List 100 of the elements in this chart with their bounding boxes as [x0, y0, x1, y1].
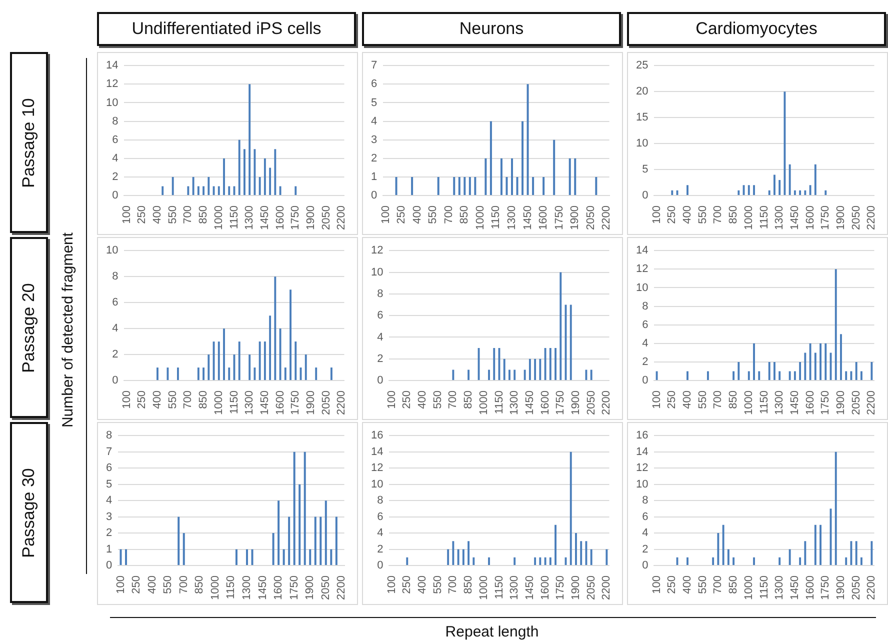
- x-tick-label: 1900: [304, 576, 316, 600]
- x-tick-label: 400: [152, 390, 164, 409]
- x-tick-label: 1450: [256, 576, 269, 600]
- x-tick-label: 1900: [570, 576, 582, 600]
- x-tick-label: 1300: [508, 576, 521, 600]
- bar: [500, 158, 502, 196]
- x-tick-label: 2050: [320, 390, 332, 416]
- x-tick-label: 700: [178, 576, 190, 594]
- y-tick-label: 6: [370, 78, 378, 90]
- y-tick-label: 8: [642, 494, 648, 507]
- x-tick-label: 700: [447, 576, 460, 594]
- x-tick-label: 2050: [584, 206, 597, 230]
- x-tick-label: 100: [386, 390, 398, 409]
- bar: [542, 176, 545, 196]
- x-tick-label: 1600: [539, 576, 552, 600]
- x-tick-label: 700: [712, 576, 724, 594]
- bar: [125, 549, 128, 566]
- x-tick-label: 1300: [244, 206, 256, 230]
- y-tick-label: 0: [106, 560, 112, 572]
- x-tick-label: 2050: [850, 206, 862, 230]
- y-tick-label: 6: [377, 510, 384, 523]
- y-tick-label: 1: [370, 171, 378, 183]
- x-tick-label: 1000: [478, 576, 490, 600]
- y-tick-label: 16: [636, 430, 648, 442]
- y-tick-label: 0: [377, 374, 384, 387]
- x-tick-label: 1750: [820, 390, 832, 416]
- x-tick-label: 1150: [493, 390, 506, 414]
- x-tick-label: 100: [650, 206, 663, 224]
- x-tick-label: 400: [152, 206, 164, 224]
- y-tick-label: 10: [370, 266, 384, 278]
- x-tick-label: 700: [182, 390, 194, 409]
- x-tick-label: 1450: [258, 390, 271, 416]
- y-tick-label: 5: [106, 478, 112, 490]
- bar: [437, 176, 440, 196]
- y-tick-label: 0: [642, 190, 648, 202]
- x-tick-label: 2200: [866, 390, 878, 416]
- x-tick-label: 2200: [600, 576, 613, 600]
- bar: [595, 176, 598, 196]
- y-tick-label: 4: [642, 337, 648, 350]
- x-tick-label: 1000: [742, 390, 755, 416]
- bar: [309, 549, 312, 566]
- x-tick-label: 1600: [804, 206, 816, 230]
- bar: [288, 516, 290, 566]
- bar: [411, 176, 414, 196]
- x-tick-label: 250: [666, 576, 678, 594]
- x-tick-label: 400: [416, 576, 429, 594]
- bar: [120, 549, 122, 566]
- bar: [278, 500, 280, 566]
- x-tick-label: 250: [666, 206, 678, 224]
- y-tick-label: 6: [642, 510, 648, 523]
- y-axis-title: Passage 30: [19, 468, 39, 558]
- y-tick-label: 10: [636, 282, 648, 294]
- x-tick-label: 250: [136, 206, 148, 224]
- x-tick-label: 1600: [274, 390, 286, 416]
- x-tick-label: 850: [198, 390, 210, 409]
- y-tick-label: 10: [106, 244, 118, 257]
- y-axis-title: Passage 10: [19, 98, 39, 188]
- x-tick-label: 1300: [774, 206, 786, 230]
- y-tick-label: 25: [636, 60, 648, 72]
- x-tick-label: 550: [162, 576, 174, 594]
- x-tick-label: 250: [401, 576, 414, 594]
- bar: [335, 516, 338, 566]
- x-tick-label: 100: [380, 206, 392, 224]
- bar: [506, 176, 508, 196]
- y-tick-label: 8: [112, 115, 118, 128]
- bar: [553, 140, 556, 196]
- x-tick-label: 2200: [866, 576, 878, 600]
- bar: [474, 176, 476, 196]
- x-tick-label: 1450: [788, 390, 801, 416]
- x-tick-label: 400: [146, 576, 158, 594]
- x-tick-label: 1750: [290, 390, 302, 416]
- x-tick-label: 850: [198, 206, 210, 224]
- x-tick-label: 700: [182, 206, 194, 224]
- x-tick-label: 1450: [522, 206, 534, 230]
- y-tick-label: 8: [377, 494, 384, 507]
- y-tick-label: 4: [377, 527, 384, 540]
- bar: [574, 158, 576, 196]
- x-tick-label: 1300: [241, 576, 254, 600]
- bar: [468, 176, 471, 196]
- x-tick-label: 100: [650, 390, 663, 409]
- x-tick-label: 550: [166, 390, 179, 409]
- y-tick-label: 2: [370, 152, 378, 164]
- y-tick-label: 0: [642, 374, 648, 387]
- bar: [526, 84, 529, 196]
- y-tick-label: 7: [106, 446, 112, 458]
- x-tick-label: 2050: [320, 576, 332, 600]
- y-tick-label: 15: [636, 112, 648, 124]
- x-tick-label: 100: [120, 390, 133, 409]
- x-tick-label: 2200: [866, 206, 878, 230]
- x-tick-label: 1600: [804, 576, 816, 600]
- x-tick-label: 2200: [336, 206, 348, 230]
- x-tick-label: 550: [696, 390, 709, 409]
- y-tick-label: 12: [370, 244, 384, 257]
- x-tick-label: 2050: [585, 390, 598, 416]
- x-tick-label: 400: [682, 576, 694, 594]
- x-tick-label: 1000: [474, 206, 486, 230]
- x-tick-label: 1750: [290, 206, 302, 230]
- x-tick-label: 1000: [742, 206, 755, 230]
- y-tick-label: 0: [112, 374, 118, 387]
- x-tick-label: 250: [666, 390, 678, 409]
